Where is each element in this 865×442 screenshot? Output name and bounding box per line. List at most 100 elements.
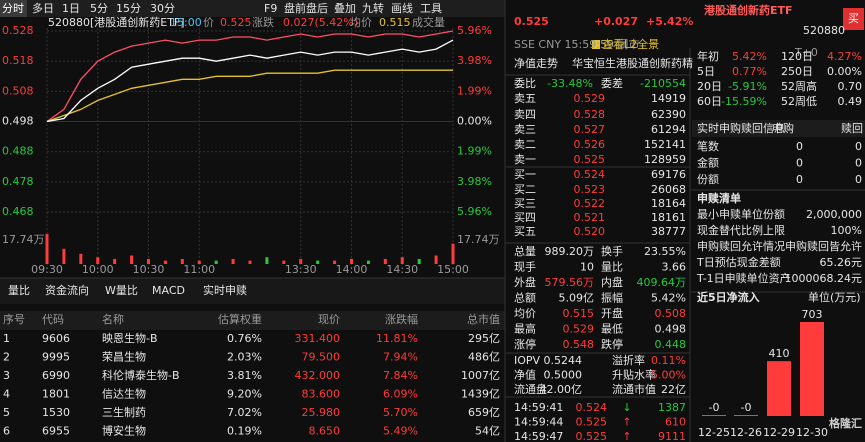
volume-bar: [130, 255, 134, 264]
volume-bar: [180, 258, 184, 264]
table-cell: 荣昌生物: [102, 350, 146, 364]
table-cell: 2: [3, 351, 10, 364]
bottom-tab[interactable]: 实时申赎: [203, 283, 247, 297]
y-tick-label: 0.528: [2, 24, 34, 37]
period-label: 120日: [781, 50, 813, 63]
label: 价: [203, 16, 214, 29]
table-cell: 三生制药: [102, 405, 146, 419]
toolbar-tab[interactable]: 15分: [116, 2, 141, 15]
bottom-tab[interactable]: MACD: [152, 284, 185, 297]
period-value: -5.91%: [728, 80, 767, 93]
toolbar-tool[interactable]: 工具: [420, 2, 442, 15]
toolbar-tab[interactable]: 多日: [32, 1, 54, 15]
l2-icon: [592, 40, 600, 49]
l2-link[interactable]: 查看L2全景: [602, 37, 659, 51]
volume-bar: [231, 258, 235, 264]
table-cell: 1530: [42, 406, 70, 419]
basket-value: 65.26元: [820, 256, 863, 269]
stat-label: 涨停: [514, 337, 536, 351]
toolbar-tool[interactable]: 盘前盘后: [284, 1, 328, 15]
price-line: [46, 39, 454, 123]
table-cell: 6955: [42, 425, 70, 438]
basket-value: 100%: [831, 224, 862, 237]
stat-value: 0.529: [563, 323, 595, 336]
stat-label: 量比: [601, 261, 623, 274]
table-cell: 9606: [42, 332, 70, 345]
nav-trend[interactable]: 净值走势: [514, 56, 558, 70]
table-cell: 0.76%: [227, 332, 262, 345]
table-cell: 6990: [42, 369, 70, 382]
bottom-tab[interactable]: W量比: [105, 284, 138, 297]
table-cell: 11.81%: [376, 332, 418, 345]
ratio: -33.48%: [547, 77, 593, 90]
basket-label: T-1日申赎单位资产: [696, 271, 791, 285]
stat-label: 现手: [514, 260, 536, 274]
column-header: 赎回: [841, 121, 863, 135]
stat-value: 0.515: [563, 307, 595, 320]
y-tick-label: 0.478: [2, 175, 34, 188]
y-tick-label: 0.498: [2, 115, 34, 128]
stat-label: 总额: [514, 291, 536, 305]
cr-label: 份额: [697, 173, 719, 186]
stat-label: 内盘: [601, 275, 623, 289]
big-price: 0.525: [514, 15, 549, 28]
section-title: 近5日净流入: [697, 290, 760, 304]
period-label: 52周低: [781, 95, 817, 108]
volume-bar: [265, 257, 269, 264]
bottom-tab[interactable]: 资金流向: [45, 283, 89, 297]
table-header: 代码: [42, 313, 64, 326]
fund-label: 升贴水率: [612, 368, 656, 382]
table-cell: 0.19%: [227, 425, 262, 438]
table-cell: 6: [3, 425, 10, 438]
active-tab-bg: [0, 0, 27, 17]
book-label: 买五: [514, 225, 536, 238]
y2-tick-label: 0.00%: [457, 115, 492, 128]
toolbar-tool[interactable]: 画线: [391, 1, 413, 15]
book-volume: 152141: [644, 138, 686, 151]
label: 委差: [601, 76, 623, 90]
buy-label[interactable]: 买: [848, 12, 859, 25]
book-label: 买一: [514, 168, 536, 181]
y-tick-label: 0.508: [2, 84, 34, 97]
table-cell: 9995: [42, 351, 70, 364]
x-tick-label: 10:00: [82, 263, 114, 276]
column-header: 申购: [772, 121, 794, 135]
toolbar-tab[interactable]: 5分: [90, 2, 108, 15]
cr-label: 笔数: [697, 139, 719, 153]
basket-label: T日预估现金差额: [696, 255, 781, 269]
stat-label: 均价: [514, 307, 536, 320]
buy-button[interactable]: [843, 8, 864, 30]
market-status: SSE CNY 15:59:59 闭市: [514, 37, 639, 51]
fund-value: 0.5000: [544, 369, 583, 382]
toolbar-tab[interactable]: 1日: [62, 2, 80, 15]
stat-value: 5.09亿: [559, 292, 595, 305]
stat-label: 跌停: [601, 337, 623, 351]
flow-value-label: -0: [709, 401, 720, 414]
basket-value: 1000068.24元: [785, 272, 862, 285]
table-header: 总市值: [467, 312, 500, 326]
table-cell: 信达生物: [102, 387, 146, 401]
book-price: 0.520: [574, 225, 606, 238]
table-cell: 博安生物: [102, 424, 146, 438]
volume-tick-label: 17.74万: [457, 233, 500, 246]
toolbar-tab[interactable]: 30分: [150, 2, 175, 15]
flow-value-label: 703: [802, 308, 823, 321]
change-pct: +5.42%: [646, 15, 693, 28]
basket-label: 最小申赎单位份额: [697, 207, 785, 221]
toolbar-tool[interactable]: 叠加: [334, 2, 356, 15]
t0: T+0: [794, 46, 818, 59]
y-tick-label: 0.488: [2, 145, 34, 158]
toolbar-tool[interactable]: F9: [264, 2, 277, 15]
toolbar-tool[interactable]: 九转: [362, 1, 384, 15]
period-value: 0.00%: [827, 65, 862, 78]
bottom-tab[interactable]: 量比: [8, 284, 30, 297]
trade-price: 0.525: [576, 416, 608, 429]
book-label: 卖二: [514, 138, 536, 151]
x-tick-label: 09:30: [31, 263, 63, 276]
table-cell: 4: [3, 388, 10, 401]
book-volume: 26068: [651, 183, 686, 196]
toolbar-tab[interactable]: 分时: [2, 2, 24, 15]
stat-value: 0.448: [655, 338, 687, 351]
period-label: 20日: [697, 80, 722, 93]
